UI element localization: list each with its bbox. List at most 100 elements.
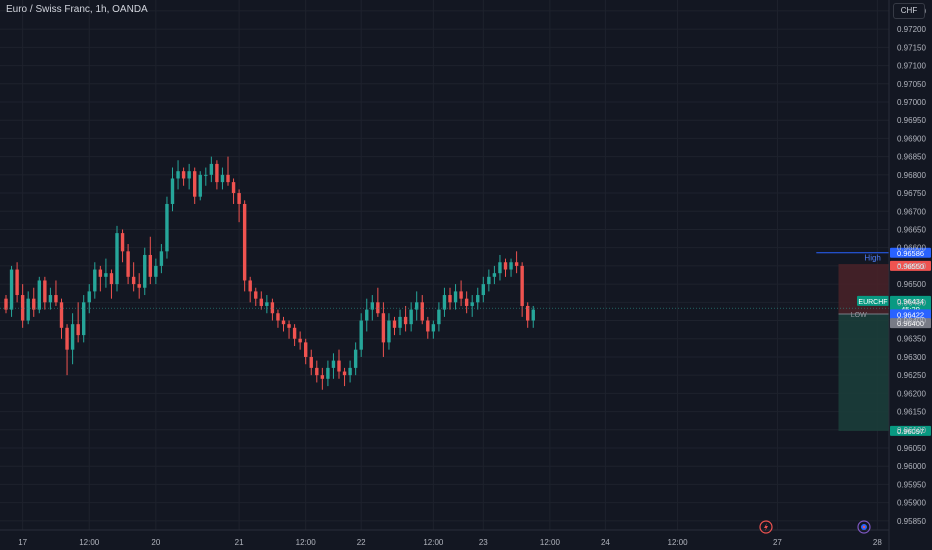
candle-body[interactable]: [409, 309, 413, 325]
candle-body[interactable]: [70, 324, 75, 350]
candle-body[interactable]: [476, 295, 480, 303]
candle-body[interactable]: [348, 367, 352, 376]
candle-body[interactable]: [204, 174, 208, 176]
candle-body[interactable]: [215, 163, 219, 183]
candle-body[interactable]: [437, 309, 441, 325]
candle-body[interactable]: [503, 262, 508, 270]
candle-body[interactable]: [154, 265, 158, 277]
candle-body[interactable]: [104, 273, 108, 277]
candle-body[interactable]: [315, 367, 319, 376]
candle-body[interactable]: [342, 371, 347, 376]
candle-body[interactable]: [337, 360, 341, 372]
candle-body[interactable]: [331, 360, 336, 368]
candle-body[interactable]: [309, 356, 313, 368]
currency-button[interactable]: CHF: [893, 3, 925, 19]
candle-body[interactable]: [420, 302, 424, 321]
candle-body[interactable]: [193, 171, 197, 197]
candle-body[interactable]: [265, 302, 269, 306]
candle-body[interactable]: [170, 178, 175, 204]
candle-body[interactable]: [442, 295, 447, 310]
candle-body[interactable]: [415, 302, 419, 310]
candle-body[interactable]: [32, 298, 36, 310]
candle-body[interactable]: [492, 273, 497, 277]
candle-body[interactable]: [131, 276, 136, 285]
candle-body[interactable]: [365, 309, 369, 321]
candle-body[interactable]: [431, 324, 436, 332]
candle-body[interactable]: [531, 309, 535, 321]
candle-body[interactable]: [26, 298, 30, 321]
candle-body[interactable]: [398, 316, 402, 328]
candle-body[interactable]: [76, 324, 80, 336]
candle-body[interactable]: [209, 163, 214, 175]
candle-body[interactable]: [259, 298, 263, 306]
candle-body[interactable]: [198, 174, 202, 197]
candle-body[interactable]: [43, 280, 47, 303]
candle-body[interactable]: [231, 182, 236, 194]
candle-body[interactable]: [165, 203, 169, 252]
candle-body[interactable]: [254, 291, 258, 299]
candle-body[interactable]: [159, 251, 164, 266]
candle-body[interactable]: [509, 262, 513, 270]
candle-body[interactable]: [392, 320, 397, 328]
candle-body[interactable]: [526, 305, 530, 321]
candle-body[interactable]: [4, 298, 8, 310]
candle-body[interactable]: [226, 174, 230, 183]
candle-body[interactable]: [187, 171, 191, 179]
candle-body[interactable]: [148, 254, 152, 277]
candle-body[interactable]: [98, 269, 103, 277]
candle-body[interactable]: [120, 233, 125, 252]
candle-body[interactable]: [9, 269, 14, 310]
candle-body[interactable]: [37, 280, 41, 310]
candle-body[interactable]: [320, 375, 325, 379]
candle-body[interactable]: [237, 193, 241, 204]
candle-body[interactable]: [82, 302, 86, 336]
candle-body[interactable]: [403, 316, 408, 325]
candle-body[interactable]: [181, 171, 186, 179]
candle-body[interactable]: [48, 295, 53, 303]
candle-body[interactable]: [248, 280, 252, 292]
candle-body[interactable]: [292, 327, 297, 339]
candle-body[interactable]: [126, 251, 130, 277]
candle-body[interactable]: [487, 276, 491, 285]
candle-body[interactable]: [459, 291, 463, 299]
candle-body[interactable]: [137, 284, 141, 288]
candle-body[interactable]: [298, 338, 302, 343]
candle-body[interactable]: [143, 254, 147, 288]
candle-body[interactable]: [287, 324, 291, 328]
candle-body[interactable]: [387, 320, 391, 343]
candle-body[interactable]: [281, 320, 286, 325]
target-icon[interactable]: [857, 520, 871, 534]
candle-body[interactable]: [370, 302, 374, 310]
candle-body[interactable]: [270, 302, 275, 314]
candle-body[interactable]: [498, 262, 502, 274]
candle-body[interactable]: [353, 349, 358, 368]
candle-body[interactable]: [470, 302, 474, 306]
candle-body[interactable]: [514, 262, 519, 266]
candle-body[interactable]: [448, 295, 452, 303]
candle-body[interactable]: [87, 291, 91, 303]
candle-body[interactable]: [359, 320, 363, 350]
candle-body[interactable]: [65, 327, 69, 350]
candle-body[interactable]: [453, 291, 458, 303]
candle-body[interactable]: [176, 171, 180, 179]
candle-body[interactable]: [426, 320, 430, 332]
candle-body[interactable]: [20, 295, 25, 321]
candle-body[interactable]: [381, 313, 386, 343]
candle-body[interactable]: [376, 302, 380, 314]
candle-body[interactable]: [276, 313, 280, 321]
candle-body[interactable]: [464, 298, 469, 306]
candle-body[interactable]: [93, 269, 97, 292]
candle-body[interactable]: [242, 203, 247, 281]
lightning-icon[interactable]: [759, 520, 773, 534]
candle-body[interactable]: [54, 295, 58, 303]
candle-body[interactable]: [481, 284, 485, 296]
candle-body[interactable]: [15, 269, 19, 296]
candle-body[interactable]: [326, 367, 330, 379]
candle-body[interactable]: [59, 302, 64, 328]
candle-body[interactable]: [115, 233, 119, 285]
candle-body[interactable]: [520, 265, 524, 306]
candle-body[interactable]: [220, 174, 225, 183]
candle-body[interactable]: [304, 342, 308, 357]
candle-body[interactable]: [109, 273, 114, 285]
